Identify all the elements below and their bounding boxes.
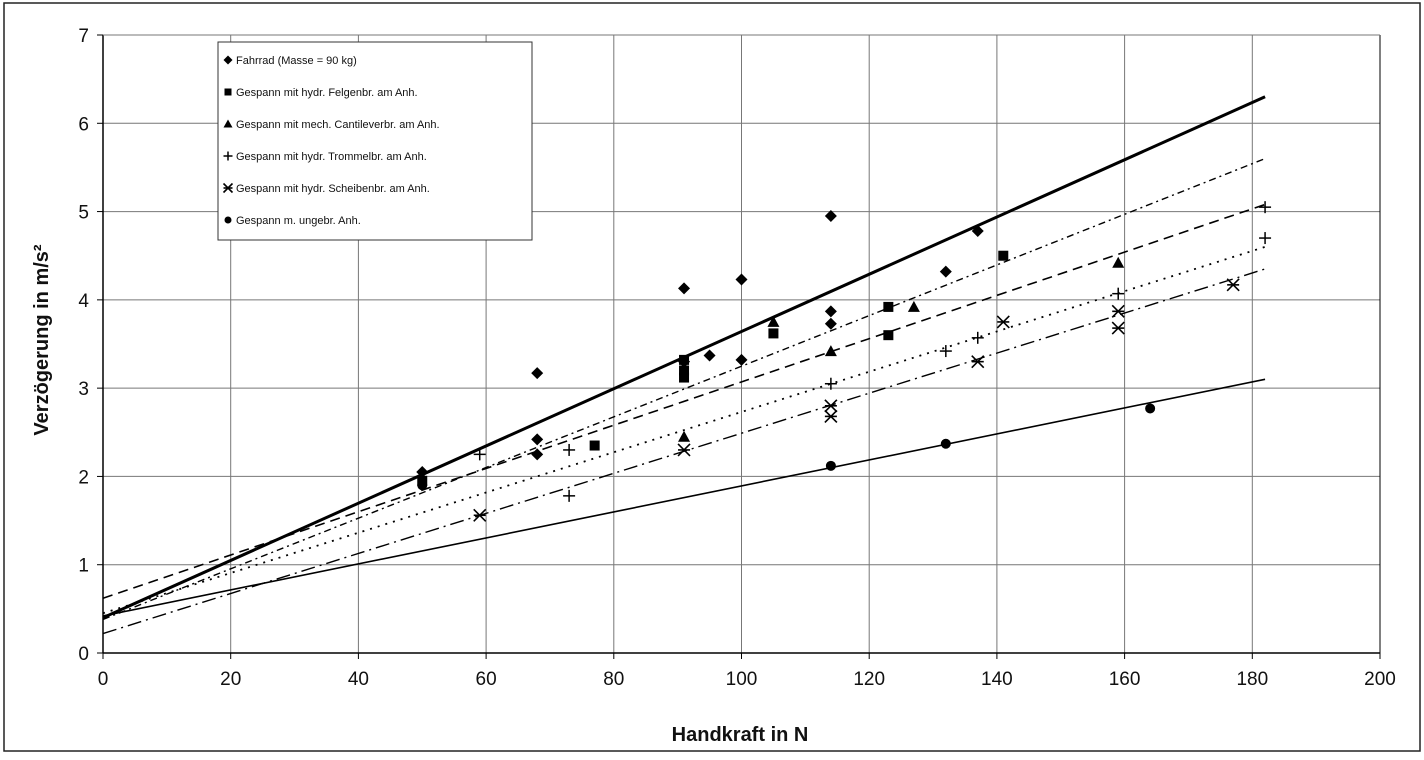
data-point-plus xyxy=(1112,287,1125,300)
data-point-diamond xyxy=(531,367,544,380)
legend-entry: Gespann mit hydr. Felgenbr. am Anh. xyxy=(236,87,418,99)
data-point-diamond xyxy=(824,209,837,222)
data-point-diamond xyxy=(824,317,837,330)
y-tick-label: 6 xyxy=(78,114,89,135)
x-tick-label: 140 xyxy=(981,669,1013,690)
legend-entry: Gespann mit mech. Cantileverbr. am Anh. xyxy=(236,119,440,131)
trendline-square xyxy=(102,157,1266,621)
legend: Fahrrad (Masse = 90 kg) Gespann mit hydr.… xyxy=(217,41,533,241)
data-point-diamond xyxy=(703,349,716,362)
data-point-asterisk xyxy=(971,355,985,369)
data-point-square xyxy=(679,365,690,376)
data-point-triangle xyxy=(767,315,780,327)
data-point-circle xyxy=(1145,403,1156,414)
legend-entry: Gespann mit hydr. Scheibenbr. am Anh. xyxy=(236,183,430,195)
data-point-plus xyxy=(1259,232,1272,245)
y-tick-label: 7 xyxy=(78,26,89,47)
x-tick-label: 20 xyxy=(220,669,241,690)
data-point-triangle xyxy=(824,345,837,357)
figure-frame xyxy=(3,2,1421,752)
data-point-asterisk xyxy=(1111,321,1125,335)
data-point-square xyxy=(679,354,690,365)
data-point-plus xyxy=(939,345,952,358)
data-point-diamond xyxy=(531,433,544,446)
y-tick-label: 1 xyxy=(78,556,89,577)
data-point-square xyxy=(883,301,894,312)
data-point-square xyxy=(998,250,1009,261)
legend-marker-circle xyxy=(224,216,232,224)
data-point-diamond xyxy=(735,273,748,286)
y-axis-title: Verzögerung in m/s² xyxy=(31,244,53,435)
trendline-asterisk xyxy=(102,268,1266,635)
data-point-asterisk xyxy=(677,443,691,457)
y-tick-label: 5 xyxy=(78,203,89,224)
data-point-plus xyxy=(563,443,576,456)
x-tick-label: 40 xyxy=(348,669,369,690)
data-point-asterisk xyxy=(824,399,838,413)
data-point-plus xyxy=(971,331,984,344)
x-tick-label: 200 xyxy=(1364,669,1396,690)
data-point-asterisk xyxy=(1111,304,1125,318)
data-point-asterisk xyxy=(1226,278,1240,292)
legend-box xyxy=(217,41,533,241)
data-point-circle xyxy=(825,460,836,471)
data-point-plus xyxy=(1259,201,1272,214)
data-point-diamond xyxy=(824,305,837,318)
data-point-square xyxy=(883,330,894,341)
tick-label-layer: 0 20 40 60 80 100 120 140 160 180 200 0 1 2 3 4 5 6 7 xyxy=(78,26,1395,690)
x-tick-label: 180 xyxy=(1236,669,1268,690)
x-tick-label: 0 xyxy=(98,669,109,690)
data-point-square xyxy=(679,372,690,383)
data-point-diamond xyxy=(678,282,691,295)
x-tick-label: 160 xyxy=(1109,669,1141,690)
data-point-square xyxy=(589,440,600,451)
trendline-triangle xyxy=(102,203,1266,600)
x-tick-label: 120 xyxy=(853,669,885,690)
y-tick-label: 0 xyxy=(78,644,89,665)
x-tick-label: 100 xyxy=(726,669,758,690)
y-tick-label: 4 xyxy=(78,291,89,312)
legend-marker-diamond xyxy=(223,55,233,65)
data-point-square xyxy=(768,328,779,339)
data-point-diamond xyxy=(416,466,429,479)
data-point-asterisk xyxy=(824,409,838,423)
data-point-diamond xyxy=(971,224,984,237)
data-point-triangle xyxy=(907,300,920,312)
data-point-plus xyxy=(824,377,837,390)
trendline-circle xyxy=(102,378,1266,617)
data-point-circle xyxy=(417,480,428,491)
legend-entry: Fahrrad (Masse = 90 kg) xyxy=(236,55,357,67)
legend-entry: Gespann m. ungebr. Anh. xyxy=(236,215,361,227)
legend-marker-asterisk xyxy=(222,182,234,194)
y-tick-label: 3 xyxy=(78,379,89,400)
data-point-diamond xyxy=(531,448,544,461)
legend-marker-square xyxy=(224,88,232,96)
data-point-asterisk xyxy=(996,315,1010,329)
legend-marker-triangle xyxy=(223,119,233,128)
x-tick-label: 80 xyxy=(603,669,624,690)
data-point-diamond xyxy=(939,265,952,278)
x-axis-title: Handkraft in N xyxy=(672,724,809,746)
data-point-triangle xyxy=(1112,256,1125,268)
legend-marker-plus xyxy=(223,151,233,161)
data-point-diamond xyxy=(735,353,748,366)
x-tick-label: 60 xyxy=(476,669,497,690)
legend-entry: Gespann mit hydr. Trommelbr. am Anh. xyxy=(236,151,427,163)
data-point-asterisk xyxy=(473,508,487,522)
data-point-circle xyxy=(940,438,951,449)
y-tick-label: 2 xyxy=(78,467,89,488)
data-point-triangle xyxy=(678,430,691,442)
axis-layer xyxy=(97,34,1381,659)
trendline-plus xyxy=(102,246,1266,615)
marker-layer xyxy=(416,201,1272,522)
data-point-plus xyxy=(563,489,576,502)
data-point-plus xyxy=(473,448,486,461)
